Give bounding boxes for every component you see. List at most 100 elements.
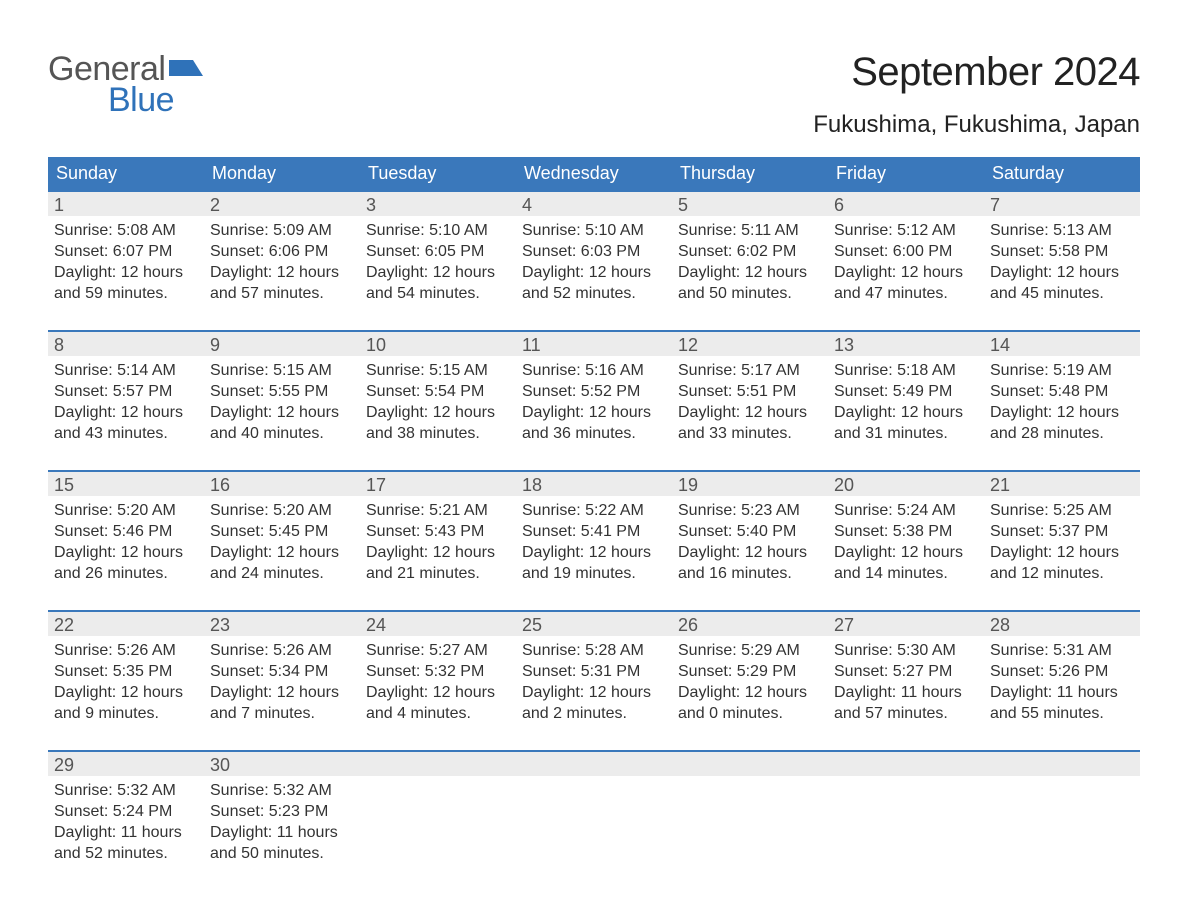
daylight-text: Daylight: 12 hours and 4 minutes.	[366, 682, 510, 724]
daylight-text: Daylight: 12 hours and 2 minutes.	[522, 682, 666, 724]
daylight-text: Daylight: 12 hours and 52 minutes.	[522, 262, 666, 304]
day-body: Sunrise: 5:17 AMSunset: 5:51 PMDaylight:…	[672, 356, 828, 450]
calendar: Sunday Monday Tuesday Wednesday Thursday…	[48, 157, 1140, 872]
day-cell: 20Sunrise: 5:24 AMSunset: 5:38 PMDayligh…	[828, 472, 984, 592]
week-row: 8Sunrise: 5:14 AMSunset: 5:57 PMDaylight…	[48, 330, 1140, 452]
day-body: Sunrise: 5:30 AMSunset: 5:27 PMDaylight:…	[828, 636, 984, 730]
day-body: Sunrise: 5:18 AMSunset: 5:49 PMDaylight:…	[828, 356, 984, 450]
day-body: Sunrise: 5:10 AMSunset: 6:05 PMDaylight:…	[360, 216, 516, 310]
day-cell: 17Sunrise: 5:21 AMSunset: 5:43 PMDayligh…	[360, 472, 516, 592]
daylight-text: Daylight: 12 hours and 40 minutes.	[210, 402, 354, 444]
daylight-text: Daylight: 12 hours and 38 minutes.	[366, 402, 510, 444]
day-number: 23	[204, 612, 360, 636]
day-cell: 23Sunrise: 5:26 AMSunset: 5:34 PMDayligh…	[204, 612, 360, 732]
sunset-text: Sunset: 6:02 PM	[678, 241, 822, 262]
day-cell: 5Sunrise: 5:11 AMSunset: 6:02 PMDaylight…	[672, 192, 828, 312]
day-cell	[360, 752, 516, 872]
day-body: Sunrise: 5:14 AMSunset: 5:57 PMDaylight:…	[48, 356, 204, 450]
sunset-text: Sunset: 5:52 PM	[522, 381, 666, 402]
day-cell: 13Sunrise: 5:18 AMSunset: 5:49 PMDayligh…	[828, 332, 984, 452]
day-cell: 18Sunrise: 5:22 AMSunset: 5:41 PMDayligh…	[516, 472, 672, 592]
sunset-text: Sunset: 5:34 PM	[210, 661, 354, 682]
sunrise-text: Sunrise: 5:32 AM	[54, 780, 198, 801]
day-cell: 7Sunrise: 5:13 AMSunset: 5:58 PMDaylight…	[984, 192, 1140, 312]
sunset-text: Sunset: 6:00 PM	[834, 241, 978, 262]
sunset-text: Sunset: 6:03 PM	[522, 241, 666, 262]
sunset-text: Sunset: 5:43 PM	[366, 521, 510, 542]
sunset-text: Sunset: 6:06 PM	[210, 241, 354, 262]
day-cell: 11Sunrise: 5:16 AMSunset: 5:52 PMDayligh…	[516, 332, 672, 452]
sunrise-text: Sunrise: 5:24 AM	[834, 500, 978, 521]
daylight-text: Daylight: 12 hours and 28 minutes.	[990, 402, 1134, 444]
day-body: Sunrise: 5:19 AMSunset: 5:48 PMDaylight:…	[984, 356, 1140, 450]
sunrise-text: Sunrise: 5:11 AM	[678, 220, 822, 241]
day-cell: 4Sunrise: 5:10 AMSunset: 6:03 PMDaylight…	[516, 192, 672, 312]
day-body: Sunrise: 5:32 AMSunset: 5:23 PMDaylight:…	[204, 776, 360, 870]
day-cell: 6Sunrise: 5:12 AMSunset: 6:00 PMDaylight…	[828, 192, 984, 312]
day-number-empty	[360, 752, 516, 776]
sunrise-text: Sunrise: 5:22 AM	[522, 500, 666, 521]
day-number-empty	[984, 752, 1140, 776]
day-body: Sunrise: 5:20 AMSunset: 5:45 PMDaylight:…	[204, 496, 360, 590]
day-cell: 14Sunrise: 5:19 AMSunset: 5:48 PMDayligh…	[984, 332, 1140, 452]
day-number: 20	[828, 472, 984, 496]
day-cell	[828, 752, 984, 872]
weekday-header: Saturday	[984, 157, 1140, 190]
weekday-header: Monday	[204, 157, 360, 190]
sunrise-text: Sunrise: 5:18 AM	[834, 360, 978, 381]
day-body: Sunrise: 5:24 AMSunset: 5:38 PMDaylight:…	[828, 496, 984, 590]
sunrise-text: Sunrise: 5:32 AM	[210, 780, 354, 801]
week-row: 1Sunrise: 5:08 AMSunset: 6:07 PMDaylight…	[48, 190, 1140, 312]
sunset-text: Sunset: 5:49 PM	[834, 381, 978, 402]
sunset-text: Sunset: 5:58 PM	[990, 241, 1134, 262]
day-cell: 22Sunrise: 5:26 AMSunset: 5:35 PMDayligh…	[48, 612, 204, 732]
day-cell: 9Sunrise: 5:15 AMSunset: 5:55 PMDaylight…	[204, 332, 360, 452]
day-body: Sunrise: 5:25 AMSunset: 5:37 PMDaylight:…	[984, 496, 1140, 590]
daylight-text: Daylight: 11 hours and 55 minutes.	[990, 682, 1134, 724]
sunrise-text: Sunrise: 5:30 AM	[834, 640, 978, 661]
day-body: Sunrise: 5:31 AMSunset: 5:26 PMDaylight:…	[984, 636, 1140, 730]
weekday-header: Thursday	[672, 157, 828, 190]
sunrise-text: Sunrise: 5:26 AM	[210, 640, 354, 661]
day-number: 27	[828, 612, 984, 636]
sunrise-text: Sunrise: 5:28 AM	[522, 640, 666, 661]
day-body: Sunrise: 5:10 AMSunset: 6:03 PMDaylight:…	[516, 216, 672, 310]
day-body: Sunrise: 5:23 AMSunset: 5:40 PMDaylight:…	[672, 496, 828, 590]
sunset-text: Sunset: 5:27 PM	[834, 661, 978, 682]
day-number: 3	[360, 192, 516, 216]
day-body: Sunrise: 5:11 AMSunset: 6:02 PMDaylight:…	[672, 216, 828, 310]
day-number-empty	[672, 752, 828, 776]
day-cell: 16Sunrise: 5:20 AMSunset: 5:45 PMDayligh…	[204, 472, 360, 592]
sunset-text: Sunset: 6:07 PM	[54, 241, 198, 262]
daylight-text: Daylight: 12 hours and 0 minutes.	[678, 682, 822, 724]
day-cell: 1Sunrise: 5:08 AMSunset: 6:07 PMDaylight…	[48, 192, 204, 312]
sunrise-text: Sunrise: 5:23 AM	[678, 500, 822, 521]
day-cell: 21Sunrise: 5:25 AMSunset: 5:37 PMDayligh…	[984, 472, 1140, 592]
title-block: September 2024 Fukushima, Fukushima, Jap…	[813, 50, 1140, 139]
daylight-text: Daylight: 11 hours and 50 minutes.	[210, 822, 354, 864]
day-number: 24	[360, 612, 516, 636]
daylight-text: Daylight: 12 hours and 57 minutes.	[210, 262, 354, 304]
daylight-text: Daylight: 12 hours and 47 minutes.	[834, 262, 978, 304]
sunset-text: Sunset: 5:31 PM	[522, 661, 666, 682]
weekday-header: Tuesday	[360, 157, 516, 190]
sunrise-text: Sunrise: 5:29 AM	[678, 640, 822, 661]
sunrise-text: Sunrise: 5:26 AM	[54, 640, 198, 661]
day-cell: 2Sunrise: 5:09 AMSunset: 6:06 PMDaylight…	[204, 192, 360, 312]
day-cell	[672, 752, 828, 872]
sunset-text: Sunset: 5:41 PM	[522, 521, 666, 542]
day-body: Sunrise: 5:29 AMSunset: 5:29 PMDaylight:…	[672, 636, 828, 730]
sunrise-text: Sunrise: 5:10 AM	[522, 220, 666, 241]
week-row: 15Sunrise: 5:20 AMSunset: 5:46 PMDayligh…	[48, 470, 1140, 592]
sunrise-text: Sunrise: 5:09 AM	[210, 220, 354, 241]
day-number-empty	[828, 752, 984, 776]
day-cell: 3Sunrise: 5:10 AMSunset: 6:05 PMDaylight…	[360, 192, 516, 312]
daylight-text: Daylight: 12 hours and 12 minutes.	[990, 542, 1134, 584]
day-cell: 26Sunrise: 5:29 AMSunset: 5:29 PMDayligh…	[672, 612, 828, 732]
day-number: 18	[516, 472, 672, 496]
weekday-header: Wednesday	[516, 157, 672, 190]
sunset-text: Sunset: 5:24 PM	[54, 801, 198, 822]
sunrise-text: Sunrise: 5:25 AM	[990, 500, 1134, 521]
sunset-text: Sunset: 5:32 PM	[366, 661, 510, 682]
day-number: 6	[828, 192, 984, 216]
